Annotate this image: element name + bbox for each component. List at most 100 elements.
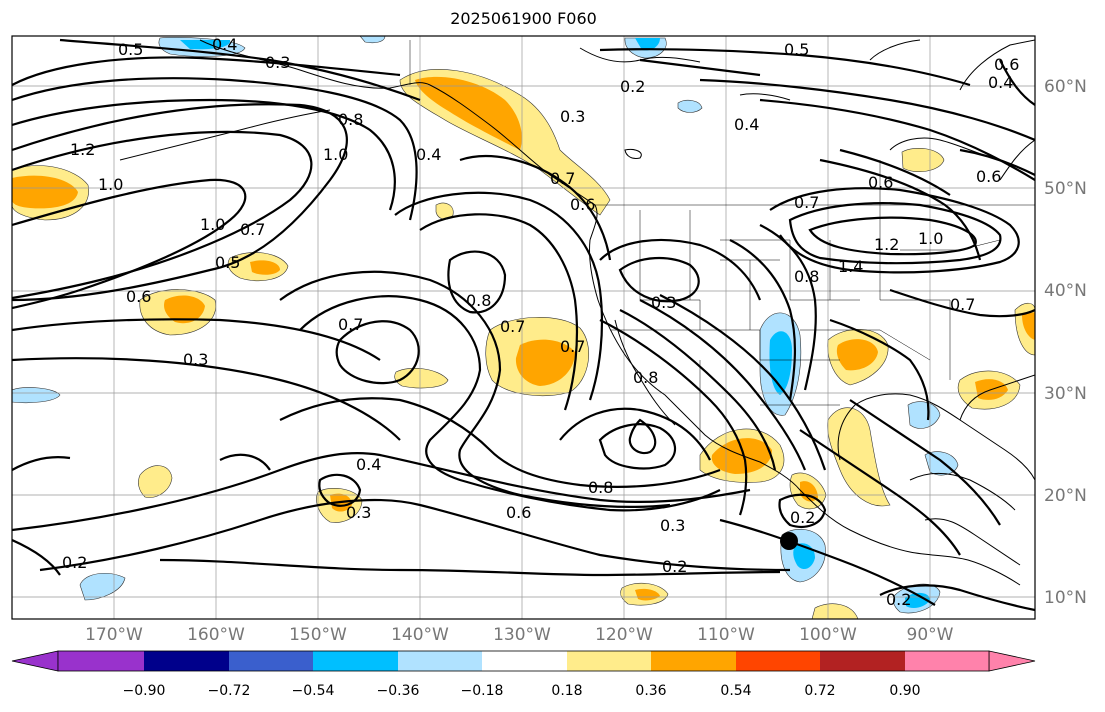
contour-label: 1.4: [838, 257, 863, 276]
contour-label: 0.8: [633, 368, 658, 387]
contour-label: 0.8: [794, 267, 819, 286]
shade-110w-57n-blue: [677, 99, 703, 113]
lon-label: 150°W: [289, 625, 347, 645]
contour-label: 0.7: [500, 317, 525, 336]
colorbar-segment: [820, 651, 905, 671]
contour-label: 0.7: [950, 295, 975, 314]
colorbar-tick-label: 0.72: [804, 683, 836, 699]
colorbar-segment: [567, 651, 651, 671]
contour-label: 0.2: [620, 77, 645, 96]
colorbar-right-extension: [988, 650, 1036, 672]
colorbar-segment: [651, 651, 736, 671]
contour-label: 0.7: [560, 337, 585, 356]
lon-label: 100°W: [799, 625, 857, 645]
contour-label: 0.6: [976, 167, 1001, 186]
coastlines: [119, 39, 1035, 586]
contour-label: 0.6: [570, 195, 595, 214]
contour-label: 0.6: [994, 55, 1019, 74]
colorbar-segment: [398, 651, 482, 671]
shade-165w-37n-core: [164, 295, 205, 324]
colorbar-tick-label: −0.36: [376, 683, 420, 699]
map-title: 2025061900 F060: [450, 9, 597, 28]
contour-label: 1.0: [200, 215, 225, 234]
contour-labels: 0.5 0.4 0.3 1.2 1.0 1.0 0.8 1.0 0.4 0.6 …: [62, 35, 1019, 609]
contour-label: 0.7: [550, 169, 575, 188]
colorbar-segment: [229, 651, 313, 671]
contour-label: 0.4: [416, 145, 441, 164]
map-frame: [11, 35, 1036, 620]
lat-label: 60°N: [1044, 77, 1087, 97]
shade-88w-28n-blue: [907, 401, 941, 429]
contour-label: 0.7: [794, 193, 819, 212]
colorbar-tick-label: −0.90: [122, 683, 166, 699]
colorbar-tick-label: −0.18: [460, 683, 504, 699]
lat-label: 50°N: [1044, 179, 1087, 199]
lon-label: 90°W: [906, 625, 954, 645]
shade-95w-28n: [827, 407, 891, 507]
colorbar: [11, 650, 1036, 672]
lon-label: 110°W: [697, 625, 755, 645]
contour-label: 0.6: [868, 173, 893, 192]
colorbar-segment: [58, 651, 144, 671]
lon-label: 140°W: [391, 625, 449, 645]
contour-label: 0.3: [560, 107, 585, 126]
colorbar-segment: [144, 651, 229, 671]
colorbar-tick-label: 0.54: [720, 683, 752, 699]
shade-138w-49n: [435, 202, 454, 220]
shade-177w-30n-blue: [12, 387, 61, 404]
contour-label: 0.8: [588, 478, 613, 497]
colorbar-left-extension: [11, 650, 59, 672]
colorbar-segment: [905, 651, 989, 671]
contour-label: 1.0: [98, 175, 123, 194]
contour-label: 0.2: [886, 590, 911, 609]
lon-label: 130°W: [493, 625, 551, 645]
contour-label: 0.7: [240, 220, 265, 239]
colorbar-tick-label: 0.90: [889, 683, 921, 699]
contour-label: 0.2: [62, 553, 87, 572]
shade-160w-12n-blue: [79, 572, 126, 601]
shade-97w-9n: [811, 603, 859, 619]
lat-label: 30°N: [1044, 384, 1087, 404]
lat-label: 40°N: [1044, 281, 1087, 301]
colorbar-tick-label: 0.36: [635, 683, 667, 699]
colorbar-segment: [313, 651, 398, 671]
lon-label: 160°W: [187, 625, 245, 645]
shade-110w-25n-core: [711, 438, 772, 474]
lat-label: 20°N: [1044, 486, 1087, 506]
contour-label: 0.4: [212, 35, 237, 54]
colorbar-tick-label: −0.54: [291, 683, 335, 699]
lat-label: 10°N: [1044, 588, 1087, 608]
contour-label: 0.2: [662, 557, 687, 576]
contour-label: 0.5: [215, 253, 240, 272]
shade-167w-22n: [138, 465, 173, 498]
contour-label: 0.5: [784, 40, 809, 59]
shade-127w-33n-core: [515, 339, 575, 386]
colorbar-tick-label: −0.72: [207, 683, 251, 699]
lon-label: 120°W: [595, 625, 653, 645]
contour-label: 0.4: [734, 115, 759, 134]
colorbar-segment: [736, 651, 820, 671]
contour-label: 0.3: [651, 293, 676, 312]
shade-120w-64n-blue-core: [635, 38, 660, 51]
shade-92w-53n: [901, 147, 945, 173]
contour-label: 0.3: [265, 53, 290, 72]
contour-label: 1.2: [874, 235, 899, 254]
contour-label: 0.8: [466, 291, 491, 310]
shade-155w-45n-core: [250, 260, 280, 275]
contour-lines: [12, 38, 1035, 612]
contour-label: 1.2: [70, 140, 95, 159]
contour-label: 1.0: [323, 145, 348, 164]
contour-label: 0.6: [506, 503, 531, 522]
contour-label: 0.5: [118, 40, 143, 59]
contour-label: 0.2: [790, 508, 815, 527]
colorbar-segment: [482, 651, 567, 671]
contour-label: 0.3: [660, 516, 685, 535]
contour-label: 0.4: [356, 455, 381, 474]
shade-west-50n-core: [12, 175, 78, 209]
contour-label: 1.0: [918, 229, 943, 248]
contour-label: 0.3: [346, 503, 371, 522]
shade-117w-10n-core: [635, 588, 660, 601]
contour-label: 0.3: [183, 350, 208, 369]
shade-140w-44n-blue: [359, 36, 386, 44]
